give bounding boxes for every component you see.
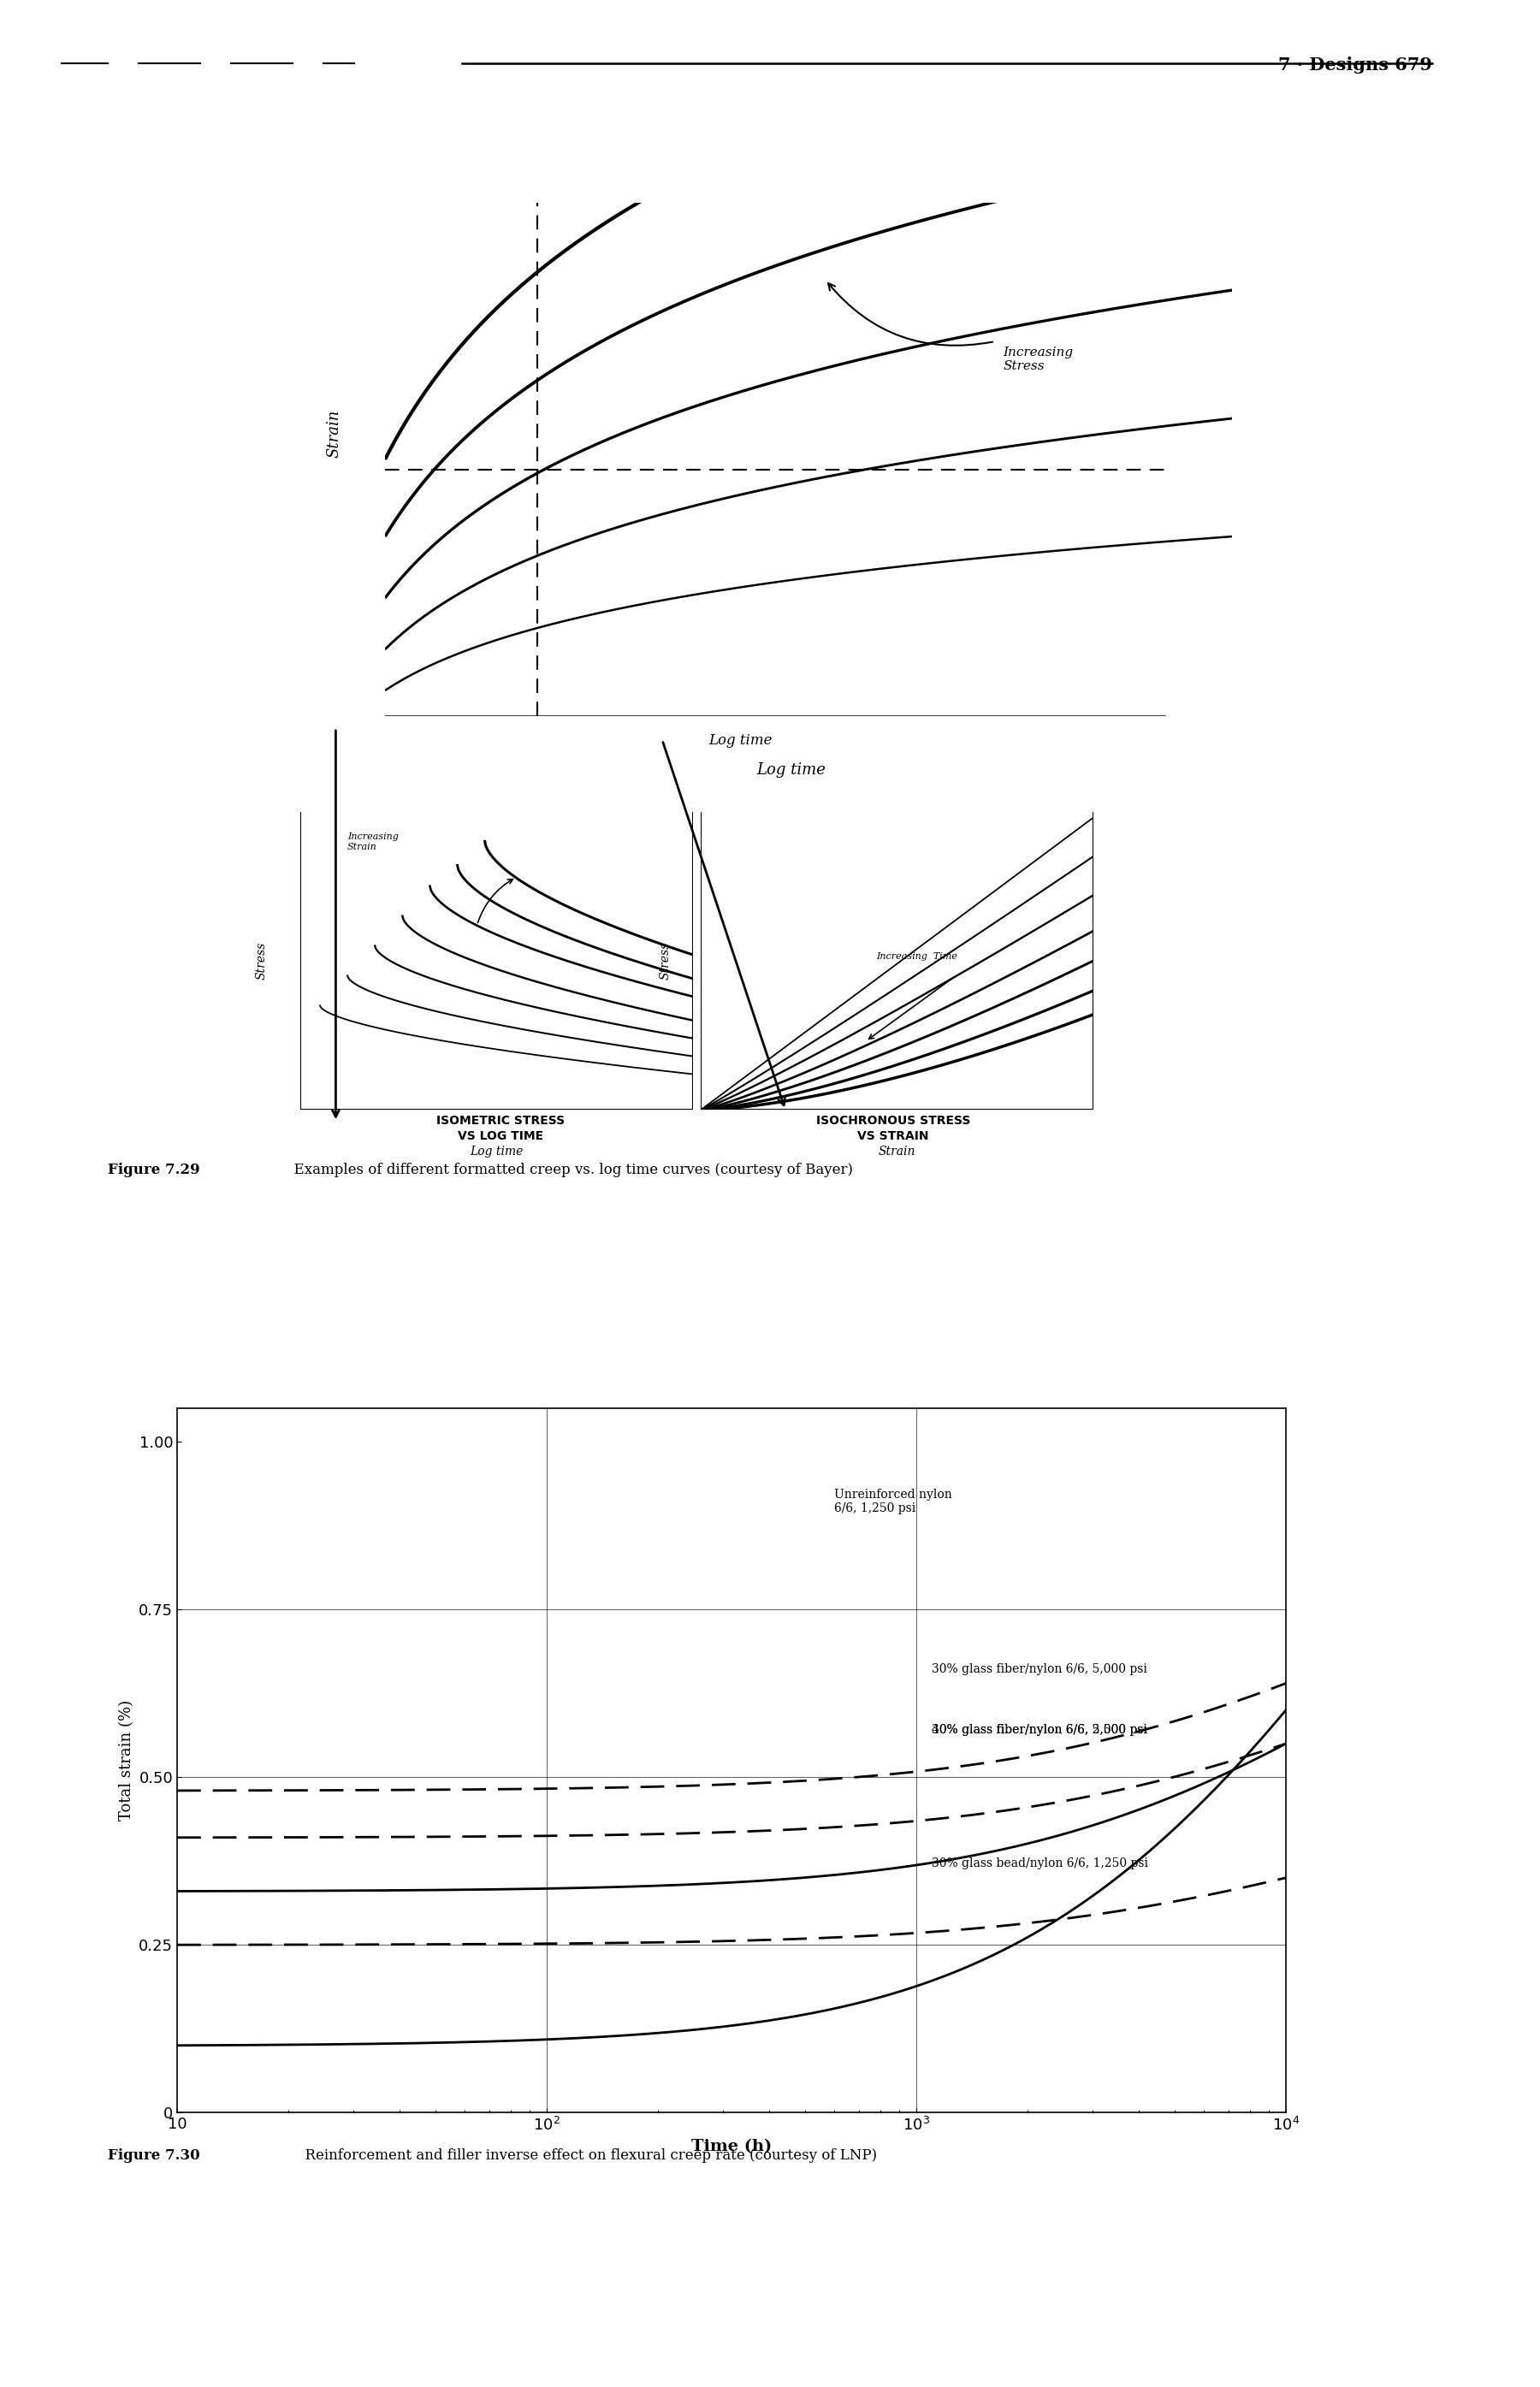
Text: Strain: Strain [326,411,342,458]
Text: 40% glass fiber/nylon 6/6, 5,000 psi: 40% glass fiber/nylon 6/6, 5,000 psi [932,1723,1147,1735]
Text: Stress: Stress [256,943,266,979]
Text: 30% glass fiber/nylon 6/6, 2,500 psi: 30% glass fiber/nylon 6/6, 2,500 psi [932,1723,1147,1735]
Text: Log time: Log time [708,733,772,747]
Text: Unreinforced nylon
6/6, 1,250 psi: Unreinforced nylon 6/6, 1,250 psi [835,1489,952,1516]
Text: 7 · Designs 679: 7 · Designs 679 [1278,55,1432,74]
Text: Reinforcement and filler inverse effect on flexural creep rate (courtesy of LNP): Reinforcement and filler inverse effect … [296,2148,876,2163]
Text: 30% glass bead/nylon 6/6, 1,250 psi: 30% glass bead/nylon 6/6, 1,250 psi [932,1857,1147,1869]
Text: Examples of different formatted creep vs. log time curves (courtesy of Bayer): Examples of different formatted creep vs… [285,1162,853,1177]
Y-axis label: Total strain (%): Total strain (%) [119,1700,134,1821]
Text: Strain: Strain [878,1146,916,1158]
Text: ISOMETRIC STRESS
VS LOG TIME: ISOMETRIC STRESS VS LOG TIME [436,1115,565,1143]
Text: Increasing
Stress: Increasing Stress [1003,346,1073,372]
Text: Figure 7.30: Figure 7.30 [108,2148,200,2163]
Text: Increasing
Strain: Increasing Strain [348,833,399,850]
Text: Stress: Stress [659,943,671,979]
Text: ISOCHRONOUS STRESS
VS STRAIN: ISOCHRONOUS STRESS VS STRAIN [816,1115,970,1143]
Text: 30% glass fiber/nylon 6/6, 5,000 psi: 30% glass fiber/nylon 6/6, 5,000 psi [932,1664,1147,1676]
Text: Log time: Log time [470,1146,524,1158]
Text: Log time: Log time [758,761,825,778]
X-axis label: Time (h): Time (h) [691,2139,772,2153]
Text: Increasing  Time: Increasing Time [876,952,958,960]
Text: Figure 7.29: Figure 7.29 [108,1162,200,1177]
